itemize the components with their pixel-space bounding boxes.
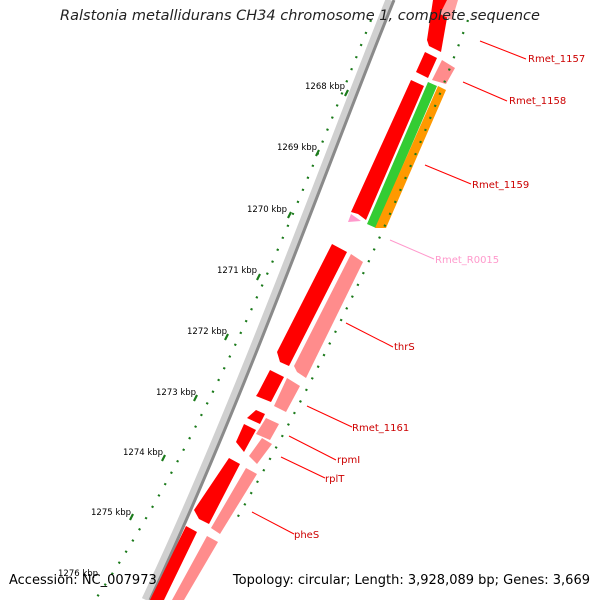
gene-label-thrS[interactable]: thrS	[394, 342, 415, 353]
gene-label-rmet-1158[interactable]: Rmet_1158	[509, 96, 566, 107]
accession-text: Accession: NC_007973	[9, 573, 157, 588]
gene-arrow-rplT-rev-2[interactable]	[249, 438, 272, 464]
gene-arrow-rplT-rev[interactable]	[256, 418, 279, 440]
gene-arrow-bottom-fwd[interactable]	[150, 526, 197, 600]
tick-label: 1270 kbp	[247, 205, 287, 215]
tick-label: 1268 kbp	[305, 82, 345, 92]
map-title: Ralstonia metallidurans CH34 chromosome …	[60, 8, 540, 24]
gene-arrow-bottom-rev[interactable]	[172, 536, 218, 600]
gene-arrow-thrS-fwd[interactable]	[277, 244, 347, 366]
feature-orange	[375, 86, 446, 228]
gene-arrow-rpmI[interactable]	[247, 410, 265, 424]
gene-arrow-rplT-fwd[interactable]	[236, 424, 256, 452]
gene-arrow-rmet-1161-rev[interactable]	[274, 378, 300, 412]
gene-label-rplT[interactable]: rplT	[325, 474, 345, 485]
topology-summary: Topology: circular; Length: 3,928,089 bp…	[232, 573, 590, 588]
gene-arrow-rmet-1159-fwd[interactable]	[351, 80, 424, 220]
gene-label-lines	[251, 40, 527, 535]
trna-rmet-r0015[interactable]	[348, 214, 361, 222]
gene-label-rmet-1157[interactable]: Rmet_1157	[528, 54, 585, 65]
backbone-line	[148, 0, 396, 600]
gene-arrow-phes-rev[interactable]	[211, 468, 257, 534]
gene-label-rmet-r0015[interactable]: Rmet_R0015	[435, 255, 499, 266]
tick-label: 1269 kbp	[277, 143, 317, 153]
gene-labels: Rmet_1157 Rmet_1158 Rmet_1159 Rmet_R0015…	[294, 54, 585, 541]
tick-label: 1273 kbp	[156, 388, 196, 398]
forward-strand	[150, 0, 447, 600]
gene-arrow-phes-fwd[interactable]	[194, 458, 240, 524]
gene-label-rmet-1159[interactable]: Rmet_1159	[472, 180, 529, 191]
backbone-shadow	[141, 0, 395, 600]
reverse-strand	[172, 0, 458, 600]
major-ticks	[129, 89, 349, 521]
tick-label: 1275 kbp	[91, 508, 131, 518]
tick-label: 1274 kbp	[123, 448, 163, 458]
tick-label: 1272 kbp	[187, 327, 227, 337]
tick-label: 1271 kbp	[217, 266, 257, 276]
gene-label-pheS[interactable]: pheS	[294, 530, 319, 541]
tick-label: 1276 kbp	[58, 569, 98, 579]
gene-arrow-rmet-1158-rev[interactable]	[432, 60, 455, 84]
tick-labels: 1268 kbp 1269 kbp 1270 kbp 1271 kbp 1272…	[58, 82, 345, 579]
feature-green	[367, 82, 437, 228]
gene-arrow-rmet-1161-fwd[interactable]	[256, 370, 284, 402]
gene-label-rmet-1161[interactable]: Rmet_1161	[352, 423, 409, 434]
gene-arrow-rmet-1157-rev[interactable]	[440, 0, 458, 20]
gene-arrow-rmet-1158-fwd[interactable]	[416, 52, 437, 78]
gene-arrow-thrS-rev[interactable]	[294, 254, 363, 378]
gene-label-rpmI[interactable]: rpmI	[337, 455, 360, 466]
